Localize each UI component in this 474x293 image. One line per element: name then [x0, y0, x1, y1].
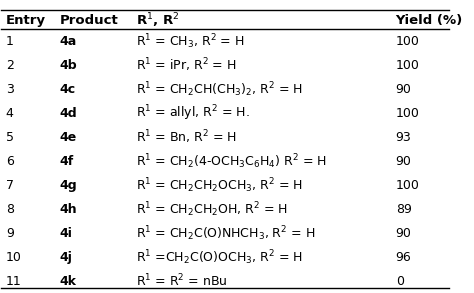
Text: 4e: 4e	[60, 131, 77, 144]
Text: R$^{1}$ = CH$_{2}$CH$_{2}$OH, R$^{2}$ = H: R$^{1}$ = CH$_{2}$CH$_{2}$OH, R$^{2}$ = …	[136, 200, 288, 219]
Text: 90: 90	[396, 227, 411, 240]
Text: R$^{1}$ = allyl, R$^{2}$ = H.: R$^{1}$ = allyl, R$^{2}$ = H.	[136, 103, 249, 123]
Text: 8: 8	[6, 203, 14, 216]
Text: R$^{1}$ = Bn, R$^{2}$ = H: R$^{1}$ = Bn, R$^{2}$ = H	[136, 129, 237, 146]
Text: 89: 89	[396, 203, 411, 216]
Text: R$^{1}$ = iPr, R$^{2}$ = H: R$^{1}$ = iPr, R$^{2}$ = H	[136, 57, 237, 74]
Text: 11: 11	[6, 275, 22, 288]
Text: 100: 100	[396, 35, 419, 48]
Text: 4d: 4d	[60, 107, 77, 120]
Text: 4i: 4i	[60, 227, 73, 240]
Text: 4b: 4b	[60, 59, 77, 72]
Text: 90: 90	[396, 83, 411, 96]
Text: 96: 96	[396, 251, 411, 264]
Text: 4f: 4f	[60, 155, 74, 168]
Text: 9: 9	[6, 227, 14, 240]
Text: Product: Product	[60, 14, 118, 28]
Text: 4k: 4k	[60, 275, 77, 288]
Text: 100: 100	[396, 59, 419, 72]
Text: 3: 3	[6, 83, 14, 96]
Text: R$^{1}$ = R$^{2}$ = nBu: R$^{1}$ = R$^{2}$ = nBu	[136, 273, 228, 289]
Text: R$^{1}$, R$^{2}$: R$^{1}$, R$^{2}$	[136, 12, 179, 30]
Text: R$^{1}$ = CH$_{2}$C(O)NHCH$_{3}$, R$^{2}$ = H: R$^{1}$ = CH$_{2}$C(O)NHCH$_{3}$, R$^{2}…	[136, 224, 315, 243]
Text: 100: 100	[396, 107, 419, 120]
Text: 6: 6	[6, 155, 14, 168]
Text: 4a: 4a	[60, 35, 77, 48]
Text: 4g: 4g	[60, 179, 77, 192]
Text: 0: 0	[396, 275, 404, 288]
Text: 1: 1	[6, 35, 14, 48]
Text: 10: 10	[6, 251, 22, 264]
Text: Entry: Entry	[6, 14, 46, 28]
Text: 2: 2	[6, 59, 14, 72]
Text: R$^{1}$ = CH$_{2}$CH$_{2}$OCH$_{3}$, R$^{2}$ = H: R$^{1}$ = CH$_{2}$CH$_{2}$OCH$_{3}$, R$^…	[136, 176, 302, 195]
Text: Yield (%): Yield (%)	[396, 14, 463, 28]
Text: 4c: 4c	[60, 83, 76, 96]
Text: 4j: 4j	[60, 251, 73, 264]
Text: 4h: 4h	[60, 203, 77, 216]
Text: R$^{1}$ =CH$_{2}$C(O)OCH$_{3}$, R$^{2}$ = H: R$^{1}$ =CH$_{2}$C(O)OCH$_{3}$, R$^{2}$ …	[136, 248, 303, 267]
Text: 4: 4	[6, 107, 14, 120]
Text: 7: 7	[6, 179, 14, 192]
Text: R$^{1}$ = CH$_{2}$CH(CH$_{3}$)$_{2}$, R$^{2}$ = H: R$^{1}$ = CH$_{2}$CH(CH$_{3}$)$_{2}$, R$…	[136, 80, 302, 99]
Text: R$^{1}$ = CH$_{3}$, R$^{2}$ = H: R$^{1}$ = CH$_{3}$, R$^{2}$ = H	[136, 32, 245, 51]
Text: 100: 100	[396, 179, 419, 192]
Text: 90: 90	[396, 155, 411, 168]
Text: 93: 93	[396, 131, 411, 144]
Text: R$^{1}$ = CH$_{2}$(4-OCH$_{3}$C$_{6}$H$_{4}$) R$^{2}$ = H: R$^{1}$ = CH$_{2}$(4-OCH$_{3}$C$_{6}$H$_…	[136, 152, 327, 171]
Text: 5: 5	[6, 131, 14, 144]
